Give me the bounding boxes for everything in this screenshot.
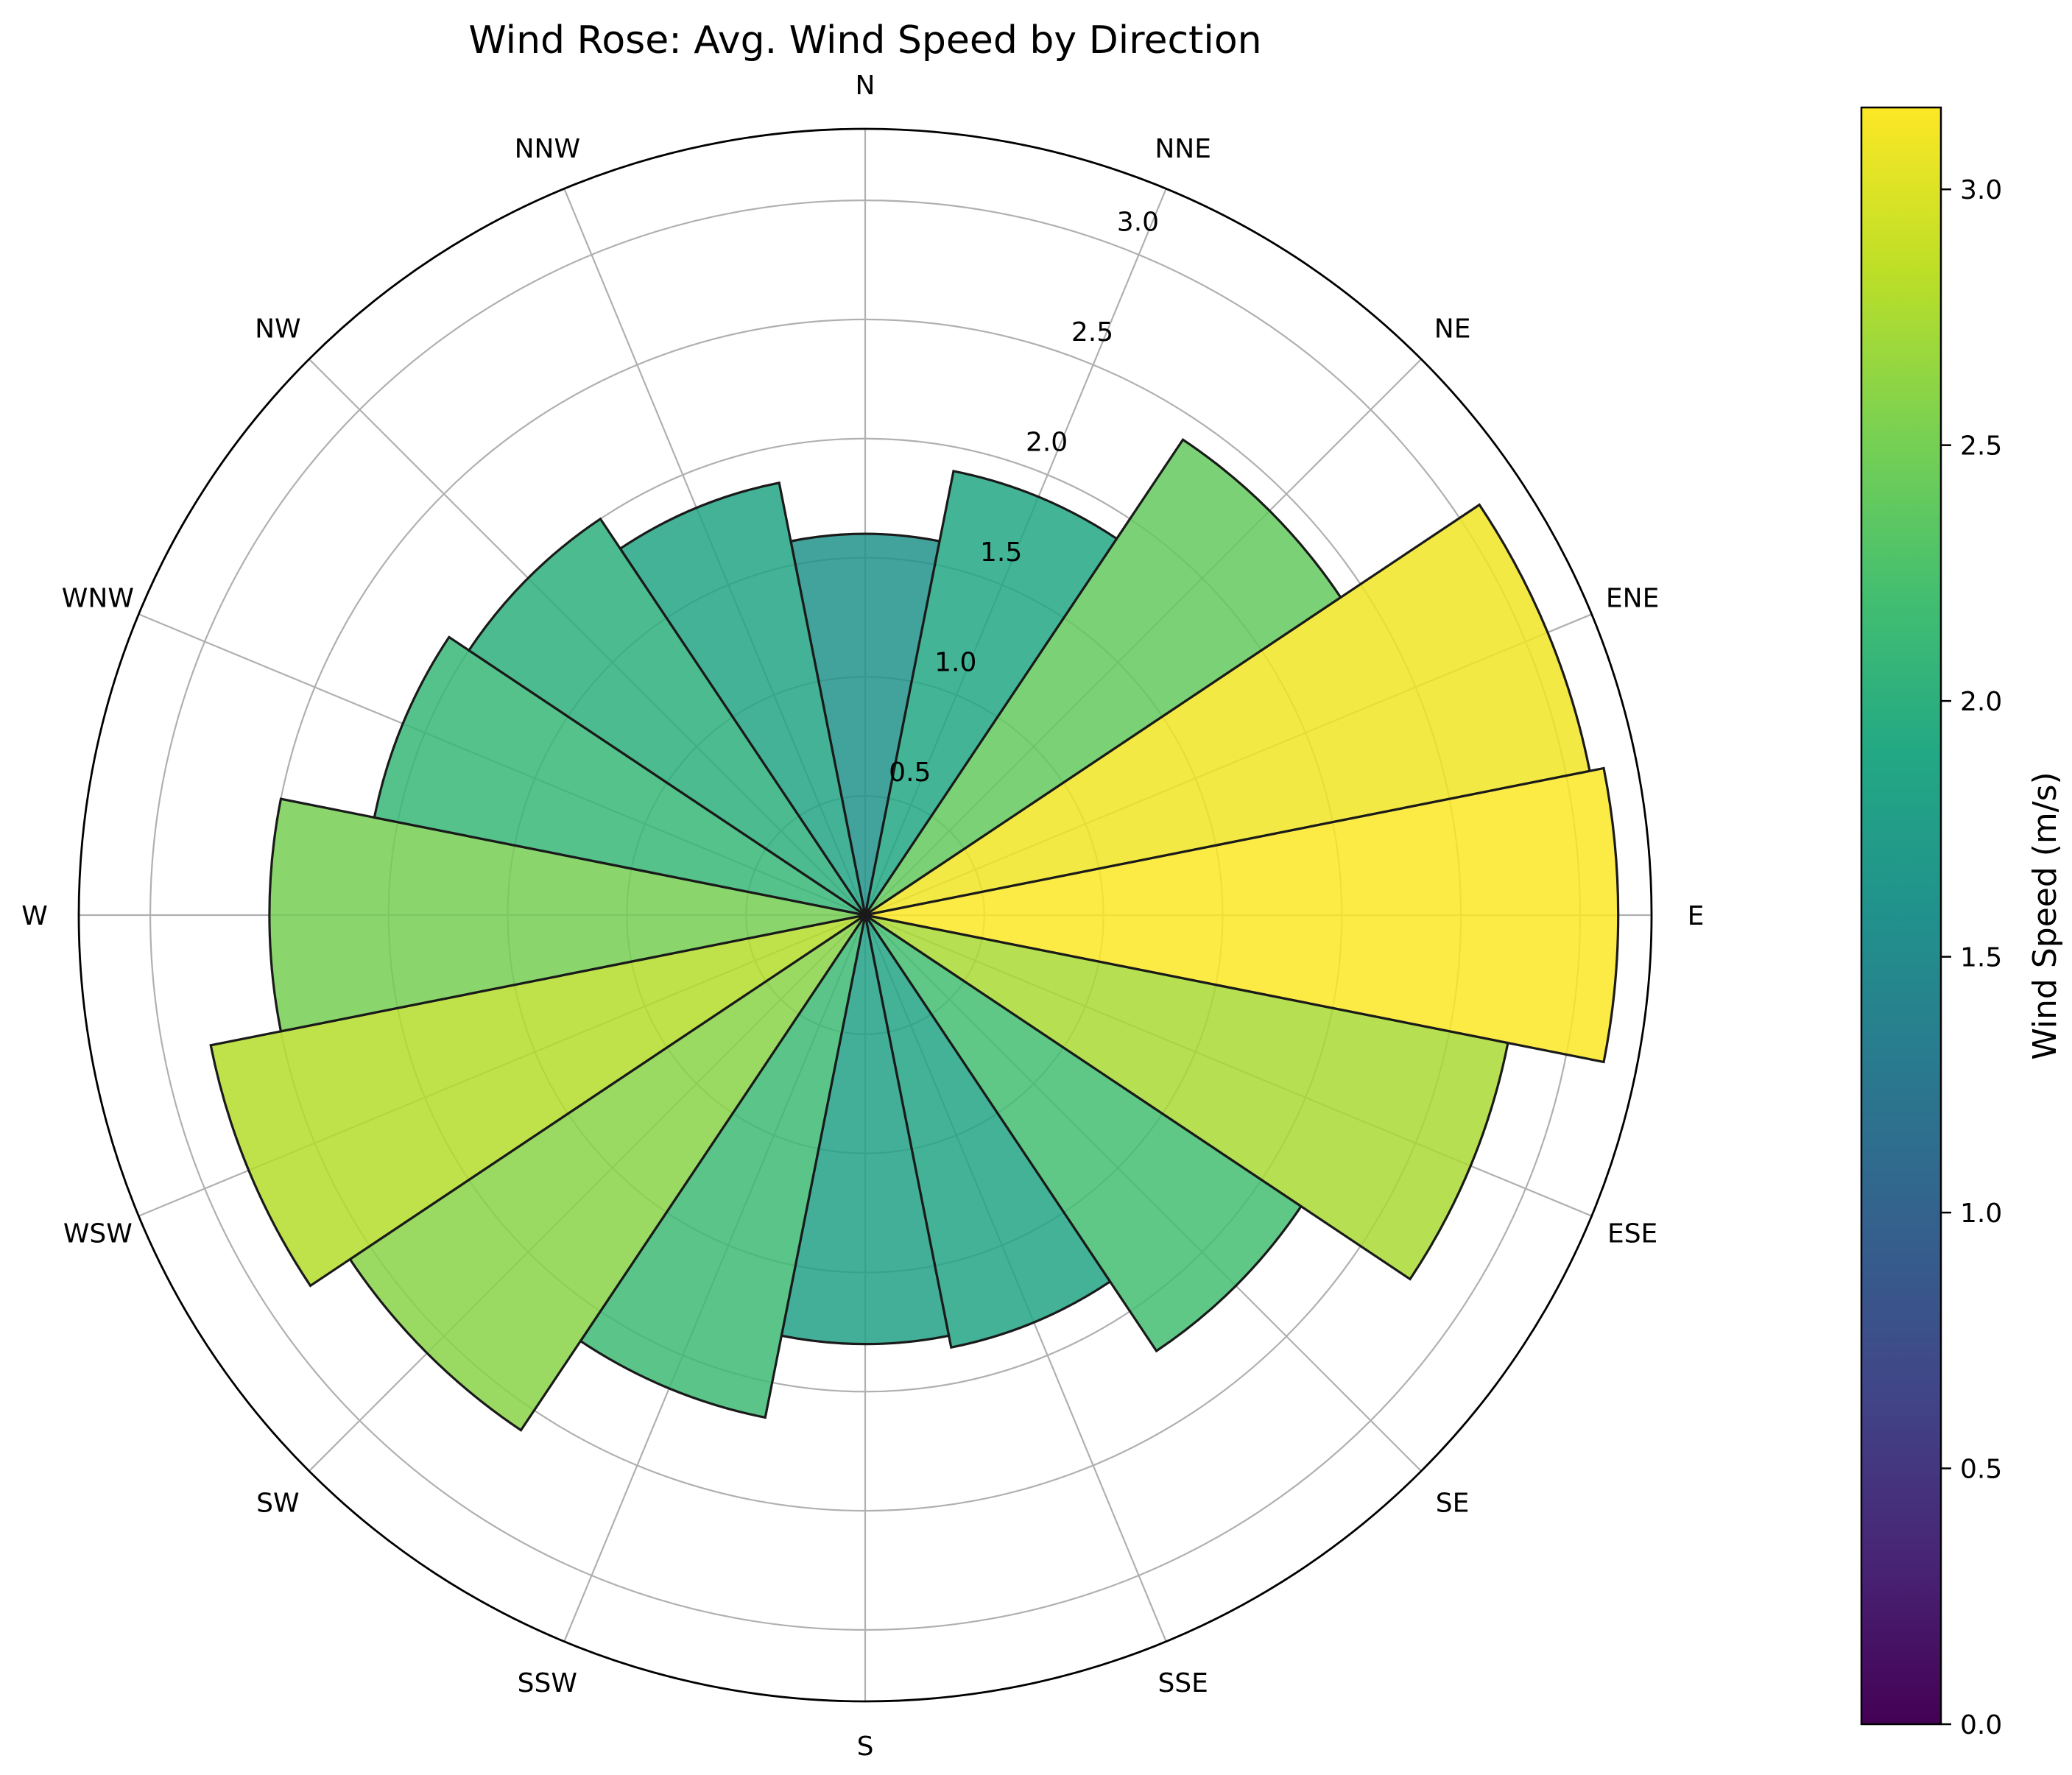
colorbar-frame <box>1860 106 1942 1726</box>
colorbar-tick-label: 0.5 <box>1960 1455 2002 1485</box>
direction-label-ne: NE <box>1434 314 1471 344</box>
wind-bar-se <box>864 914 1303 1353</box>
colorbar-label: Wind Speed (m/s) <box>2026 772 2064 1059</box>
direction-label-nw: NW <box>255 314 301 344</box>
wind-bar-nnw <box>619 481 867 916</box>
direction-label-e: E <box>1688 901 1705 931</box>
radial-tick-label: 1.5 <box>980 537 1022 568</box>
wind-bar-n <box>789 532 941 916</box>
polar-plot-area: 0.5 1.0 1.5 2.0 2.5 3.0 N NNE NE ENE E ESE SE SSE S SSW… <box>21 71 1704 1762</box>
direction-label-se: SE <box>1436 1489 1470 1519</box>
wind-bar-s <box>780 914 951 1346</box>
wind-bar-wnw <box>373 635 866 917</box>
polar-frame <box>77 127 1653 1703</box>
direction-label-ese: ESE <box>1607 1219 1657 1249</box>
wind-bar-ne <box>864 437 1343 917</box>
colorbar-tick-label: 1.0 <box>1960 1199 2002 1229</box>
wind-bar-wsw <box>209 914 866 1288</box>
direction-label-nnw: NNW <box>515 134 580 164</box>
wind-bar-nw <box>467 517 867 917</box>
colorbar-tick-label: 1.5 <box>1960 943 2002 973</box>
radial-tick-label: 1.0 <box>934 647 976 677</box>
wind-bar-e <box>864 766 1620 1064</box>
wind-bar-sw <box>348 914 867 1432</box>
colorbar-gradient <box>1861 107 1941 1724</box>
wind-bar-sse <box>864 914 1112 1349</box>
chart-title: Wind Rose: Avg. Wind Speed by Direction <box>468 18 1261 63</box>
wind-bar-ese <box>864 914 1509 1281</box>
direction-label-nne: NNE <box>1155 134 1211 164</box>
wind-bar-nne <box>864 470 1118 916</box>
direction-label-sw: SW <box>256 1489 299 1519</box>
colorbar-tick-label: 2.5 <box>1960 431 2002 462</box>
colorbar-tick-label: 3.0 <box>1960 175 2002 205</box>
direction-label-wsw: WSW <box>63 1219 133 1249</box>
direction-label-s: S <box>857 1732 874 1762</box>
direction-label-wnw: WNW <box>62 583 134 613</box>
wind-bar-ssw <box>579 914 867 1419</box>
radial-tick-label: 2.5 <box>1071 317 1113 347</box>
wind-bar-ene <box>864 503 1591 917</box>
wind-bar-w <box>268 797 866 1033</box>
radial-tick-label: 3.0 <box>1117 207 1159 237</box>
colorbar-tick-label: 2.0 <box>1960 687 2002 717</box>
direction-label-ssw: SSW <box>518 1668 577 1698</box>
direction-label-sse: SSE <box>1157 1668 1208 1698</box>
radial-tick-label: 0.5 <box>889 758 931 788</box>
direction-label-w: W <box>21 901 48 931</box>
radial-tick-label: 2.0 <box>1026 427 1068 457</box>
direction-label-n: N <box>856 71 875 101</box>
colorbar-tick-label: 0.0 <box>1960 1710 2002 1740</box>
direction-label-ene: ENE <box>1606 583 1659 613</box>
colorbar: 0.0 0.5 1.0 1.5 2.0 2.5 3.0 Wind Speed (m/s) <box>1860 106 2064 1740</box>
